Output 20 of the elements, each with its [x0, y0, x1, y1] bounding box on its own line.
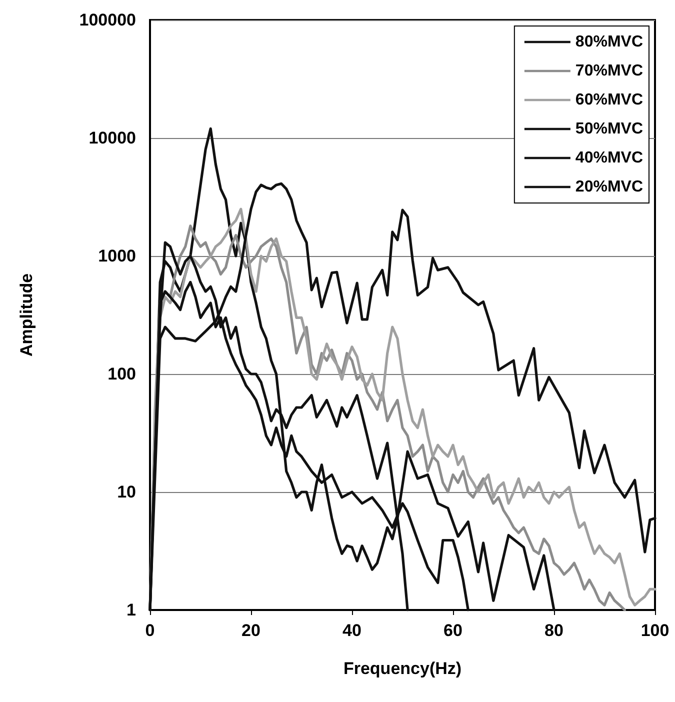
x-tick-label: 40: [342, 621, 362, 640]
y-tick-label: 10000: [88, 128, 136, 148]
legend-label: 70%MVC: [575, 62, 644, 80]
y-tick-label: 100: [108, 364, 136, 384]
y-tick-label: 100000: [79, 10, 136, 30]
x-tick-label: 100: [640, 621, 670, 640]
x-tick-label: 60: [444, 621, 462, 640]
x-tick-label: 80: [544, 621, 564, 640]
legend-label: 40%MVC: [575, 150, 644, 166]
legend-label: 60%MVC: [575, 92, 644, 108]
y-axis-title: Amplitude: [17, 273, 36, 357]
x-tick-label: 20: [242, 621, 260, 640]
legend-label: 50%MVC: [575, 120, 644, 138]
legend-label: 80%MVC: [575, 34, 644, 50]
x-axis-title: Frequency(Hz): [343, 659, 462, 678]
y-tick-label: 10: [117, 482, 136, 502]
y-tick-label: 1000: [98, 246, 136, 266]
legend-label: 20%MVC: [575, 178, 644, 196]
x-tick-label: 0: [145, 621, 155, 640]
y-tick-label: 1: [126, 600, 136, 620]
